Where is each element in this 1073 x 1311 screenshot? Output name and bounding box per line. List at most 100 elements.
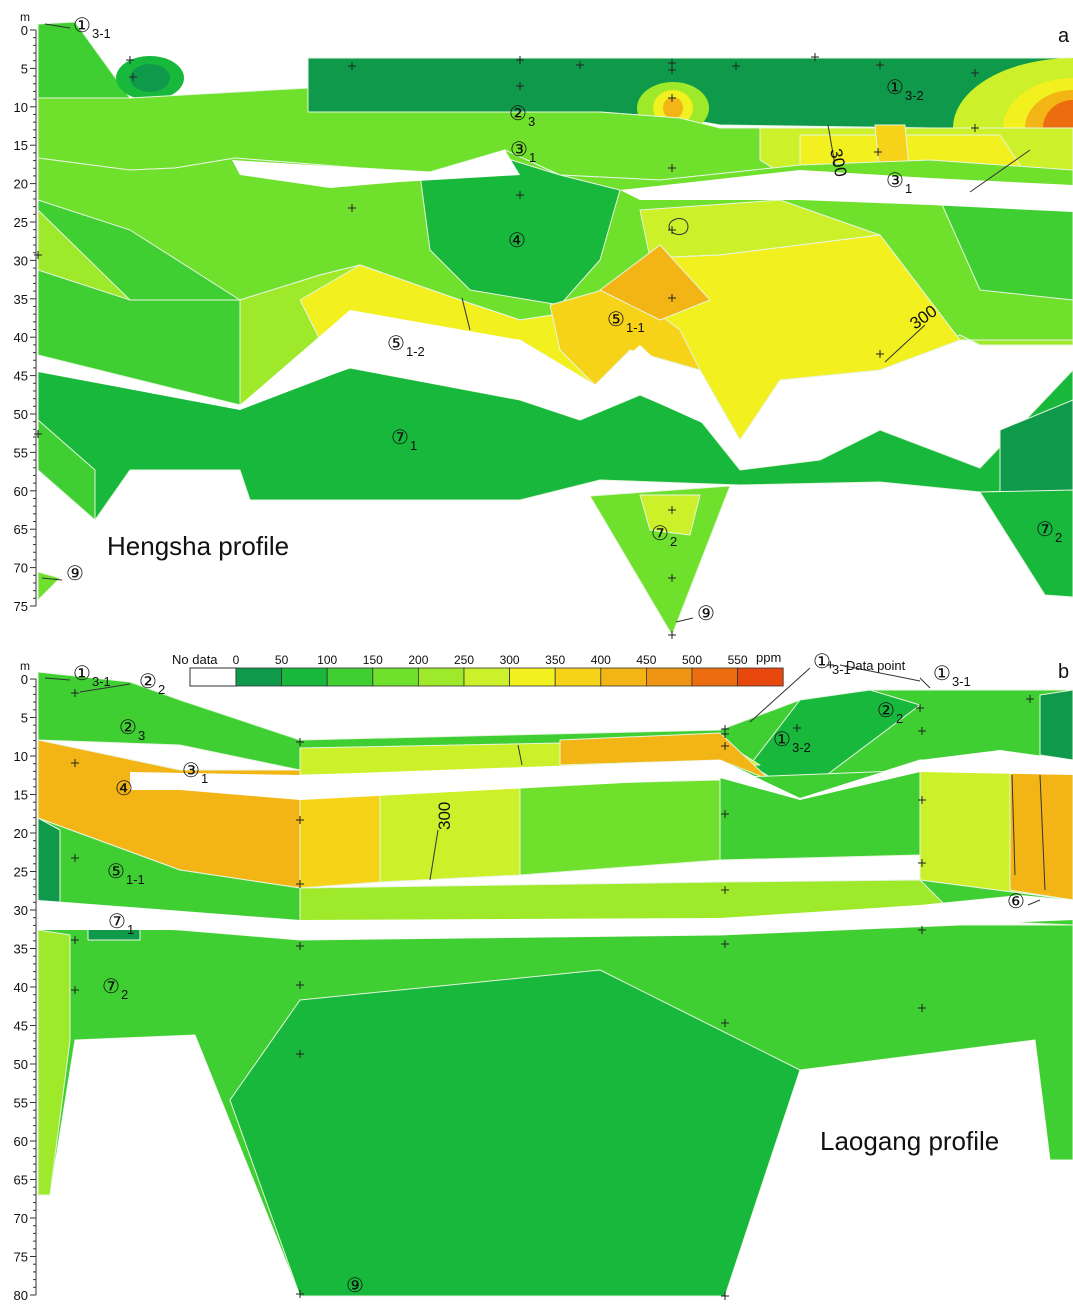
- depth-tick-label-b: 55: [14, 1096, 28, 1111]
- legend-unit: ppm: [756, 650, 781, 665]
- legend-swatch: [554, 667, 602, 687]
- layer-label-b: ①: [933, 663, 951, 685]
- gap-b-bottom-right: [725, 1040, 1073, 1296]
- depth-tick-label-b: 10: [14, 749, 28, 764]
- depth-tick-label-a: 50: [14, 407, 28, 422]
- data-point-marker: [732, 62, 740, 70]
- layer-b-5-1-dark: [37, 817, 61, 913]
- legend-tick-label: 550: [728, 653, 748, 667]
- layer-label-a: ⑤: [387, 333, 405, 355]
- layer-label-a: ⑤: [607, 309, 625, 331]
- legend-tick-label: 50: [275, 653, 289, 667]
- data-point-marker: [668, 294, 676, 302]
- depth-tick-label-a: 40: [14, 330, 28, 345]
- layer-label-b: ⑨: [346, 1275, 364, 1297]
- layer-label-sub-a: 1: [529, 150, 536, 165]
- data-point-marker: [516, 191, 524, 199]
- legend-swatch: [463, 667, 510, 687]
- data-point-marker: [668, 574, 676, 582]
- data-point-marker: [668, 631, 676, 639]
- legend-swatch: [600, 667, 647, 687]
- leader-b-1-3-1-r1: [749, 667, 811, 723]
- layer-label-sub-a: 3-1: [92, 26, 111, 41]
- leader-a-9-mid: [675, 617, 694, 623]
- blob-a-dark: [130, 64, 170, 92]
- gap-b-bottom-left: [50, 1035, 300, 1296]
- layer-a-7-1-left: [37, 419, 96, 521]
- legend-no-data-label: No data: [172, 652, 218, 667]
- layer-label-b: ⑤: [107, 861, 125, 883]
- legend-no-data-swatch: [189, 667, 237, 687]
- contour-a-300-1: [827, 124, 836, 166]
- data-point-marker: [793, 724, 801, 732]
- panel-a-letter: a: [1058, 25, 1070, 47]
- legend: No data 0 50 100 150 200 250 300 350 400 450 500 55…: [172, 650, 906, 687]
- data-point-marker: [971, 69, 979, 77]
- depth-tick-label-a: 65: [14, 522, 28, 537]
- data-point-marker: [71, 759, 79, 767]
- layer-label-a: ③: [510, 139, 528, 161]
- depth-tick-label-a: 5: [21, 61, 28, 76]
- depth-unit-b: m: [20, 659, 30, 673]
- layer-label-a: ④: [508, 230, 526, 252]
- data-point-marker: [918, 1004, 926, 1012]
- layer-label-sub-b: 2: [158, 682, 165, 697]
- layer-label-a: ⑦: [651, 523, 669, 545]
- layer-b-orange-band: [559, 732, 771, 781]
- gap-b-6: [38, 895, 1073, 940]
- contour-a-300-2: [884, 324, 926, 363]
- layer-b-top-dark: [1039, 689, 1073, 761]
- depth-tick-label-b: 60: [14, 1134, 28, 1149]
- legend-swatch: [737, 667, 784, 687]
- contour-b-line-4: [517, 744, 523, 766]
- data-point-marker: [126, 56, 134, 64]
- legend-swatch: [417, 667, 465, 687]
- layer-label-b: ②: [139, 671, 157, 693]
- gap-a-5-1-2: [38, 310, 740, 440]
- layer-label-sub-a: 2: [1055, 530, 1062, 545]
- layer-label-sub-a: 2: [670, 534, 677, 549]
- data-point-marker: [71, 936, 79, 944]
- layer-label-b: ⑥: [1007, 891, 1025, 913]
- leader-b-6: [1027, 899, 1041, 906]
- layer-label-b: ①: [73, 663, 91, 685]
- layer-b-4-yellow: [299, 789, 381, 889]
- depth-tick-label-a: 60: [14, 484, 28, 499]
- depth-tick-label-a: 20: [14, 177, 28, 192]
- layer-label-b: ⑦: [108, 911, 126, 933]
- data-point-marker: [296, 1050, 304, 1058]
- depth-tick-label-a: 35: [14, 292, 28, 307]
- legend-tick-label: 200: [408, 653, 428, 667]
- depth-tick-label-a: 30: [14, 253, 28, 268]
- depth-tick-label-b: 50: [14, 1057, 28, 1072]
- layer-label-a: ①: [73, 15, 91, 37]
- depth-tick-label-a: 10: [14, 100, 28, 115]
- layer-a-7-2-mid: [589, 485, 731, 636]
- panel-b-letter: b: [1058, 661, 1069, 683]
- legend-tick-label: 400: [591, 653, 611, 667]
- panel-b: [37, 671, 1073, 1297]
- legend-swatch: [691, 667, 738, 687]
- depth-unit-a: m: [20, 10, 30, 24]
- gap-a-3-1-right: [620, 170, 1073, 212]
- data-point-marker: [71, 986, 79, 994]
- contour-b-label-1: 300: [435, 802, 454, 830]
- layer-label-b: ④: [115, 778, 133, 800]
- data-point-marker: [516, 82, 524, 90]
- layer-label-sub-a: 1: [410, 438, 417, 453]
- depth-tick-label-b: 40: [14, 980, 28, 995]
- data-point-marker: [668, 59, 676, 67]
- layer-label-sub-a: 3: [528, 114, 535, 129]
- leader-b-2-2: [79, 683, 131, 693]
- data-point-marker: [34, 251, 42, 259]
- data-point-marker: [348, 204, 356, 212]
- depth-tick-label-b: 25: [14, 865, 28, 880]
- legend-tick-label: 300: [500, 653, 520, 667]
- layer-a-7-1-right: [999, 399, 1073, 501]
- layer-a-4-dark: [419, 157, 621, 306]
- depth-tick-label-b: 15: [14, 788, 28, 803]
- depth-tick-label-a: 15: [14, 138, 28, 153]
- depth-tick-label-b: 20: [14, 826, 28, 841]
- layer-label-sub-b: 1: [127, 922, 134, 937]
